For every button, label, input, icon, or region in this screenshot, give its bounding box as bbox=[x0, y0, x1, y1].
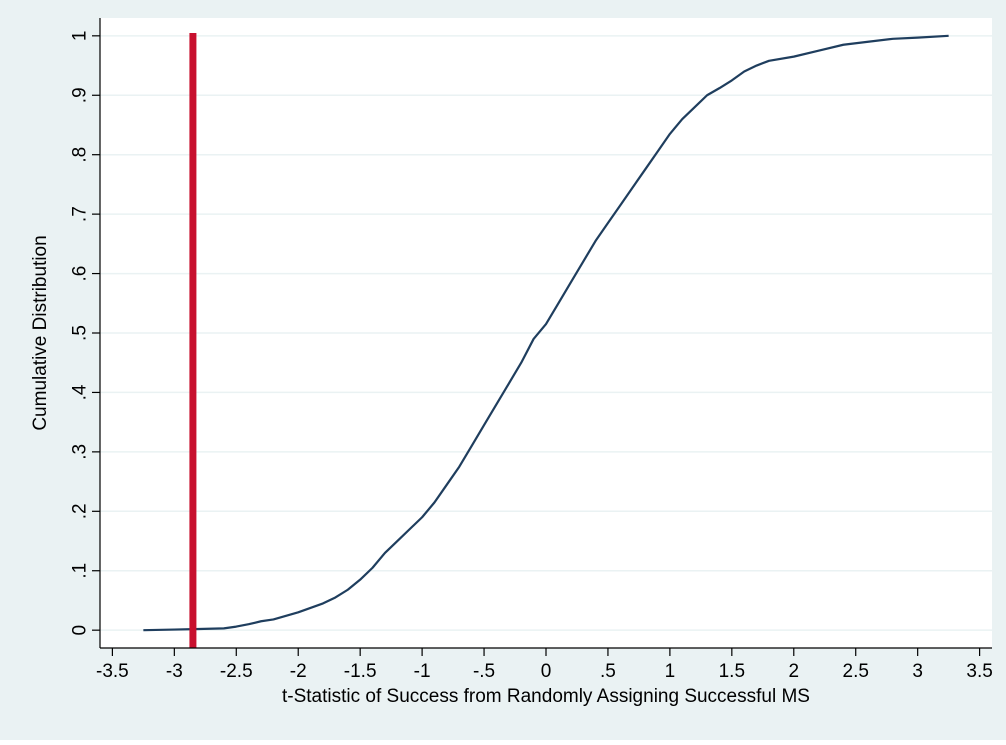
x-tick-label-4: -1.5 bbox=[344, 661, 377, 682]
x-tick-label-12: 2.5 bbox=[843, 661, 869, 682]
x-tick-label-11: 2 bbox=[788, 661, 799, 682]
x-tick-label-9: 1 bbox=[665, 661, 676, 682]
y-tick-label-7: .7 bbox=[70, 206, 91, 222]
y-tick-label-2: .2 bbox=[70, 503, 91, 519]
y-ticks: 0 .1 .2 .3 .4 .5 .6 .7 .8 .9 1 bbox=[70, 31, 100, 636]
y-axis-label: Cumulative Distribution bbox=[30, 235, 51, 430]
x-tick-label-6: -.5 bbox=[473, 661, 495, 682]
x-tick-label-13: 3 bbox=[912, 661, 923, 682]
y-tick-label-4: .4 bbox=[70, 384, 91, 400]
x-axis-label: t-Statistic of Success from Randomly Ass… bbox=[282, 686, 810, 707]
y-tick-label-3: .3 bbox=[70, 444, 91, 460]
x-tick-label-2: -2.5 bbox=[220, 661, 253, 682]
series-layer bbox=[143, 34, 949, 632]
x-tick-label-8: .5 bbox=[600, 661, 616, 682]
x-tick-label-3: -2 bbox=[290, 661, 307, 682]
x-tick-label-5: -1 bbox=[414, 661, 431, 682]
x-ticks: -3.5 -3 -2.5 -2 -1.5 -1 -.5 0 .5 1 1.5 2 2.5 3 3.5 bbox=[96, 648, 993, 682]
y-tick-label-1: .1 bbox=[70, 563, 91, 579]
y-tick-label-9: .9 bbox=[70, 87, 91, 103]
y-tick-label-5: .5 bbox=[70, 325, 91, 341]
cdf-series-line-0 bbox=[143, 34, 949, 632]
y-tick-label-6: .6 bbox=[70, 266, 91, 282]
x-tick-label-7: 0 bbox=[541, 661, 552, 682]
grid-lines bbox=[100, 35, 992, 631]
x-tick-label-1: -3 bbox=[166, 661, 183, 682]
x-tick-label-10: 1.5 bbox=[719, 661, 745, 682]
y-tick-label-10: 1 bbox=[70, 31, 91, 42]
y-tick-label-0: 0 bbox=[70, 625, 91, 636]
x-tick-label-0: -3.5 bbox=[96, 661, 129, 682]
x-tick-label-14: 3.5 bbox=[966, 661, 992, 682]
y-tick-label-8: .8 bbox=[70, 147, 91, 163]
